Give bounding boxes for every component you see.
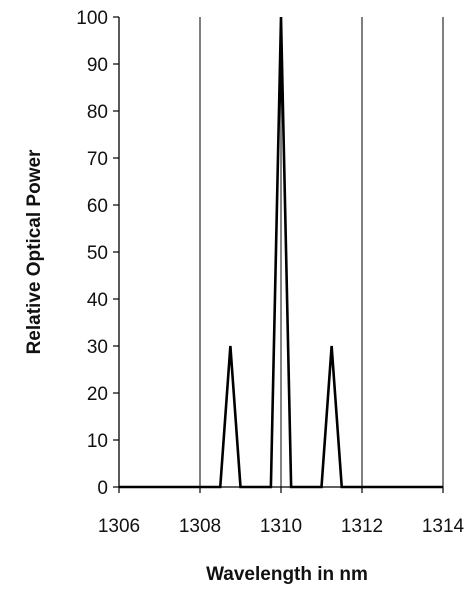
grid-layer bbox=[199, 17, 444, 487]
x-tick-label-1312: 1312 bbox=[341, 516, 383, 537]
y-tick-label-10: 10 bbox=[87, 431, 108, 452]
x-tick-label-1314: 1314 bbox=[422, 516, 465, 537]
x-tick-label-1308: 1308 bbox=[179, 516, 221, 537]
tick-layer: 0 10 20 30 40 50 60 70 80 90 100 1306 1308 1310 1312 13… bbox=[76, 8, 464, 537]
y-axis-title: Relative Optical Power bbox=[24, 149, 45, 354]
y-tick-label-100: 100 bbox=[76, 8, 108, 29]
x-tick-label-1306: 1306 bbox=[98, 516, 140, 537]
y-tick-label-30: 30 bbox=[87, 337, 108, 358]
x-tick-label-1310: 1310 bbox=[260, 516, 302, 537]
series-layer bbox=[119, 16, 443, 489]
y-tick-label-60: 60 bbox=[87, 196, 108, 217]
y-tick-label-70: 70 bbox=[87, 149, 108, 170]
y-tick-label-0: 0 bbox=[97, 478, 108, 499]
y-tick-label-40: 40 bbox=[87, 290, 108, 311]
y-tick-label-50: 50 bbox=[87, 243, 108, 264]
x-axis-title: Wavelength in nm bbox=[206, 564, 368, 585]
series-line-0 bbox=[119, 16, 443, 489]
y-tick-label-90: 90 bbox=[87, 55, 108, 76]
y-tick-label-80: 80 bbox=[87, 102, 108, 123]
y-tick-label-20: 20 bbox=[87, 384, 108, 405]
